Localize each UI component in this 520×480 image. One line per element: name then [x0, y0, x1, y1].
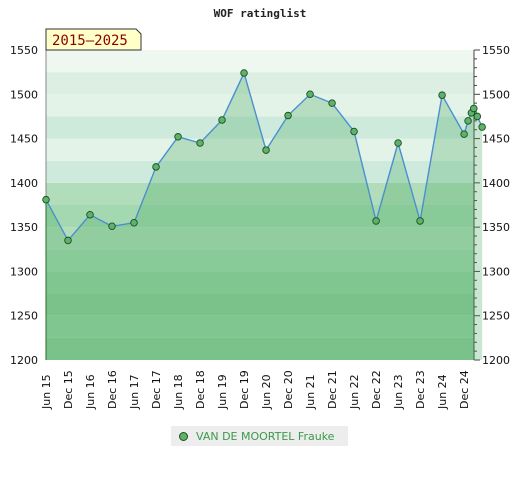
- x-tick-label: Dec 15: [62, 370, 75, 409]
- x-tick-label: Dec 19: [238, 370, 251, 409]
- x-axis: Jun 15 Dec 15 Jun 16 Dec 16 Jun 17 Dec 17 Jun …: [40, 370, 471, 410]
- band: [46, 337, 474, 360]
- right-y-axis: 1200 1250 1300 1350 1400 1450 1500 1550: [473, 44, 510, 367]
- x-tick-label: Dec 20: [282, 370, 295, 409]
- y-tick-label-left: 1350: [10, 221, 38, 234]
- y-tick-label-left: 1550: [10, 44, 38, 57]
- left-y-axis: 1200 1250 1300 1350 1400 1450 1500 1550: [10, 44, 47, 367]
- y-tick-label-right: 1200: [482, 354, 510, 367]
- band: [46, 50, 474, 73]
- data-point: [478, 123, 486, 131]
- series-area: [46, 73, 483, 361]
- data-point: [42, 195, 50, 204]
- y-tick-label-left: 1500: [10, 88, 38, 101]
- data-point: [438, 91, 446, 99]
- x-tick-label: Jun 16: [84, 374, 97, 410]
- x-tick-label: Jun 21: [304, 374, 317, 410]
- x-tick-label: Jun 22: [348, 374, 361, 410]
- x-tick-label: Dec 22: [370, 370, 383, 409]
- x-tick-label: Dec 16: [106, 370, 119, 409]
- band: [46, 182, 474, 205]
- y-tick-label-left: 1450: [10, 133, 38, 146]
- data-point: [218, 116, 226, 124]
- legend: VAN DE MOORTEL Frauke: [171, 426, 348, 446]
- y-tick-label-left: 1250: [10, 310, 38, 323]
- x-tick-label: Dec 23: [414, 370, 427, 409]
- plot-area: [42, 69, 486, 361]
- band: [46, 315, 474, 338]
- data-point: [284, 111, 292, 120]
- y-tick-label-right: 1500: [482, 88, 510, 101]
- x-tick-label: Dec 17: [150, 370, 163, 409]
- data-point: [470, 104, 478, 113]
- band: [46, 271, 474, 294]
- data-point: [130, 218, 138, 227]
- band: [46, 227, 474, 250]
- data-point: [350, 127, 358, 136]
- data-point: [464, 117, 472, 125]
- data-point: [174, 133, 182, 141]
- x-tick-label: Jun 15: [40, 374, 53, 410]
- y-tick-label-left: 1300: [10, 265, 38, 278]
- period-badge: 2015–2025: [45, 28, 142, 51]
- period-label: 2015–2025: [52, 33, 128, 49]
- data-point: [262, 146, 270, 154]
- band: [46, 72, 474, 95]
- data-point: [306, 90, 314, 99]
- legend-label: VAN DE MOORTEL Frauke: [196, 429, 335, 443]
- x-tick-label: Dec 18: [194, 370, 207, 409]
- data-point: [473, 112, 482, 121]
- y-tick-label-right: 1450: [482, 133, 510, 146]
- x-tick-label: Dec 21: [326, 370, 339, 409]
- data-point: [108, 222, 116, 231]
- x-tick-label: Dec 24: [458, 370, 471, 409]
- x-tick-label: Jun 17: [128, 374, 141, 410]
- x-tick-label: Jun 24: [436, 374, 449, 410]
- data-point: [240, 69, 248, 77]
- x-tick-label: Jun 20: [260, 374, 273, 410]
- y-tick-label-right: 1350: [482, 221, 510, 234]
- y-tick-label-right: 1400: [482, 177, 510, 190]
- band: [46, 205, 474, 228]
- data-point: [372, 217, 380, 225]
- x-tick-label: Jun 19: [216, 374, 229, 410]
- band: [46, 94, 474, 117]
- chart-title: WOF ratinglist: [214, 7, 307, 20]
- legend-marker: [179, 431, 188, 441]
- data-point: [152, 163, 160, 171]
- band: [46, 138, 474, 161]
- data-point: [416, 217, 424, 225]
- y-tick-label-left: 1200: [10, 354, 38, 367]
- x-tick-label: Jun 23: [392, 374, 405, 410]
- y-tick-label-right: 1250: [482, 310, 510, 323]
- band: [46, 249, 474, 272]
- band: [46, 293, 474, 316]
- data-point: [460, 130, 468, 138]
- data-point: [328, 99, 336, 107]
- y-tick-label-right: 1550: [482, 44, 510, 57]
- data-point: [64, 236, 72, 245]
- data-point: [196, 139, 204, 147]
- y-tick-label-right: 1300: [482, 265, 510, 278]
- x-tick-label: Jun 18: [172, 374, 185, 410]
- y-tick-label-left: 1400: [10, 177, 38, 190]
- data-point: [394, 139, 402, 147]
- data-point: [86, 210, 94, 219]
